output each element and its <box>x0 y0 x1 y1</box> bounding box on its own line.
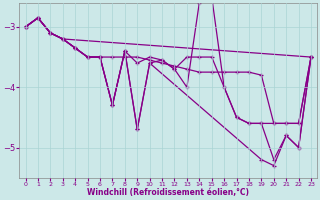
X-axis label: Windchill (Refroidissement éolien,°C): Windchill (Refroidissement éolien,°C) <box>87 188 249 197</box>
